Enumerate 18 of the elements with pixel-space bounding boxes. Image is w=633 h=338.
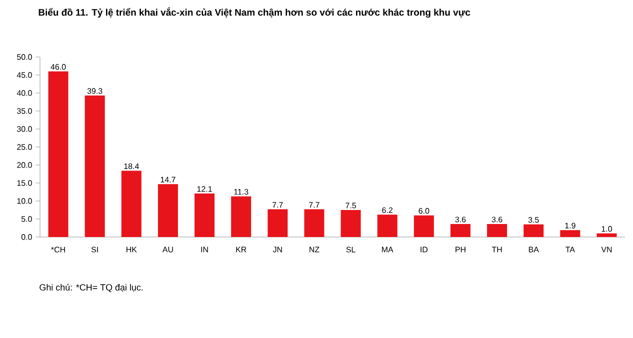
bar: [158, 184, 178, 237]
bar: [268, 209, 288, 237]
bar: [377, 214, 398, 237]
bar: [121, 170, 142, 237]
bar: [194, 193, 215, 237]
bar: [48, 71, 68, 237]
bar: [231, 196, 252, 237]
bar: [304, 209, 324, 237]
text: Ghi chú: *CH= TQ đại lục.: [40, 284, 143, 292]
bar: [596, 233, 617, 237]
bar: [487, 224, 508, 237]
bar: [84, 96, 105, 237]
chart-title: Biểu đồ 11. Tỷ lệ triển khai vắc-xin của Việt Nam chậm hơn so với các nước khác trong khu vực: [38, 7, 470, 18]
bar: [524, 224, 544, 237]
bar: [340, 210, 361, 237]
bar: [414, 215, 434, 237]
bar: [450, 224, 470, 237]
bar: [560, 230, 580, 237]
